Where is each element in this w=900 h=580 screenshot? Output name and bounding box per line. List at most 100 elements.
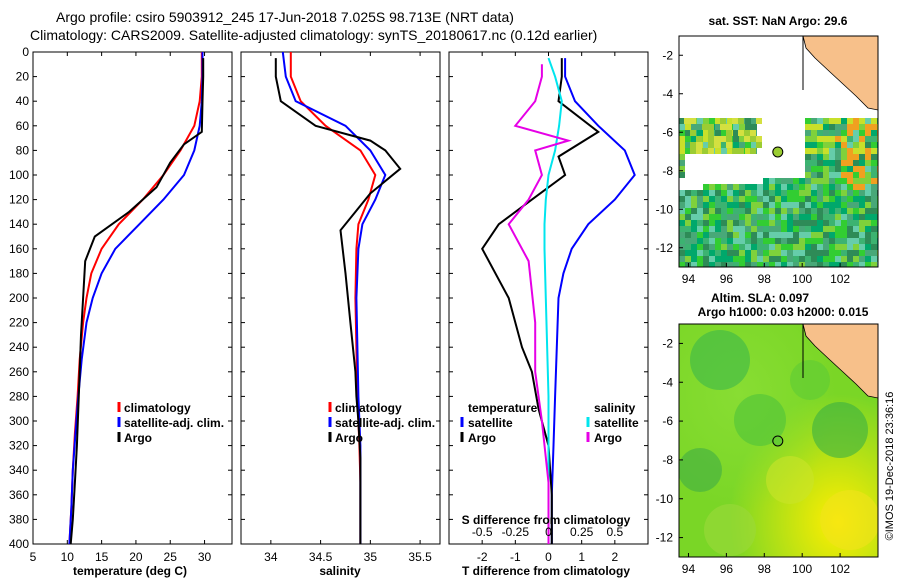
sst-cell: [835, 184, 841, 190]
sst-cell: [841, 244, 847, 250]
sst-cell: [829, 232, 835, 238]
sst-cell: [835, 166, 841, 172]
sst-cell: [859, 256, 865, 262]
sst-cell: [799, 190, 805, 196]
sst-cell: [715, 130, 721, 136]
sst-cell: [793, 238, 799, 244]
sst-cell: [751, 232, 757, 238]
sst-cell: [763, 250, 769, 256]
sst-cell: [721, 262, 727, 267]
sst-cell: [769, 196, 775, 202]
sst-cell: [865, 178, 871, 184]
y-tick-label: 400: [9, 537, 29, 551]
sst-cell: [853, 178, 859, 184]
sst-cell: [679, 148, 685, 154]
sst-cell: [685, 226, 691, 232]
sst-cell: [853, 250, 859, 256]
sst-cell: [835, 238, 841, 244]
sst-cell: [835, 136, 841, 142]
sst-cell: [805, 172, 811, 178]
sst-cell: [787, 220, 793, 226]
sst-cell: [871, 214, 877, 220]
sst-cell: [817, 202, 823, 208]
sst-cell: [793, 208, 799, 214]
sst-cell: [847, 262, 853, 267]
sst-cell: [714, 142, 720, 148]
x-tick-label: 20: [129, 550, 143, 564]
map-y-tick-label: -8: [662, 453, 673, 467]
sst-cell: [691, 262, 697, 267]
sst-cell: [799, 214, 805, 220]
sst-cell: [829, 142, 835, 148]
sst-cell: [829, 238, 835, 244]
sst-cell: [697, 208, 703, 214]
map-y-tick-label: -6: [662, 414, 673, 428]
sst-cell: [859, 124, 865, 130]
x-top-tick-label: -0.5: [472, 525, 493, 539]
sst-cell: [727, 202, 733, 208]
sst-cell: [763, 184, 769, 190]
sst-cell: [811, 256, 817, 262]
sst-cell: [841, 178, 847, 184]
sst-cell: [739, 232, 745, 238]
sst-cell: [703, 256, 709, 262]
sst-cell: [697, 220, 703, 226]
sst-cell: [769, 250, 775, 256]
sst-cell: [720, 136, 726, 142]
sst-cell: [829, 250, 835, 256]
sst-cell: [811, 148, 817, 154]
sst-cell: [703, 196, 709, 202]
sst-cell: [679, 220, 685, 226]
sst-cell: [715, 238, 721, 244]
y-tick-label: 200: [9, 291, 29, 305]
sst-cell: [727, 208, 733, 214]
sst-cell: [733, 124, 739, 130]
sst-cell: [817, 238, 823, 244]
series-line-climatology: [289, 52, 377, 544]
sst-cell: [787, 184, 793, 190]
sst-cell: [757, 232, 763, 238]
sst-cell: [829, 124, 835, 130]
sst-cell: [781, 262, 787, 267]
sst-cell: [685, 208, 691, 214]
sst-cell: [853, 124, 859, 130]
sst-cell: [859, 160, 865, 166]
sst-cell: [793, 256, 799, 262]
map-x-tick-label: 102: [830, 562, 850, 576]
sst-cell: [679, 232, 685, 238]
sst-cell: [829, 262, 835, 267]
sst-cell: [841, 124, 847, 130]
sla-blob: [734, 394, 786, 446]
sst-cell: [685, 148, 691, 154]
sst-map-ticks: 94 96 98 100 102 -2 -4 -6 -8 -10 -12: [656, 48, 851, 286]
sst-cell: [715, 214, 721, 220]
sst-cell: [811, 214, 817, 220]
series-line-argo: [274, 58, 402, 544]
sst-cell: [805, 244, 811, 250]
sst-cell: [847, 196, 853, 202]
legend-label-climatology: climatology: [124, 401, 191, 415]
sst-cell: [697, 238, 703, 244]
temperature-x-ticks: 5 10 15 20 25 30: [30, 52, 212, 564]
sst-cell: [715, 190, 721, 196]
sst-cell: [811, 184, 817, 190]
sst-cell: [679, 172, 685, 178]
sst-cell: [763, 262, 769, 267]
sst-cell: [691, 214, 697, 220]
sst-cell: [823, 190, 829, 196]
sst-cell: [817, 226, 823, 232]
sst-cell: [799, 220, 805, 226]
sst-cell: [847, 238, 853, 244]
sst-cell: [787, 232, 793, 238]
sst-cell: [847, 172, 853, 178]
sst-cell: [679, 262, 685, 267]
sst-cell: [865, 250, 871, 256]
x-tick-label: 34.5: [309, 550, 333, 564]
sst-cell: [726, 130, 732, 136]
sst-cell: [733, 202, 739, 208]
sst-cell: [811, 124, 817, 130]
sst-cell: [811, 172, 817, 178]
sst-cell: [727, 226, 733, 232]
sst-cell: [799, 208, 805, 214]
y-tick-label: 300: [9, 414, 29, 428]
